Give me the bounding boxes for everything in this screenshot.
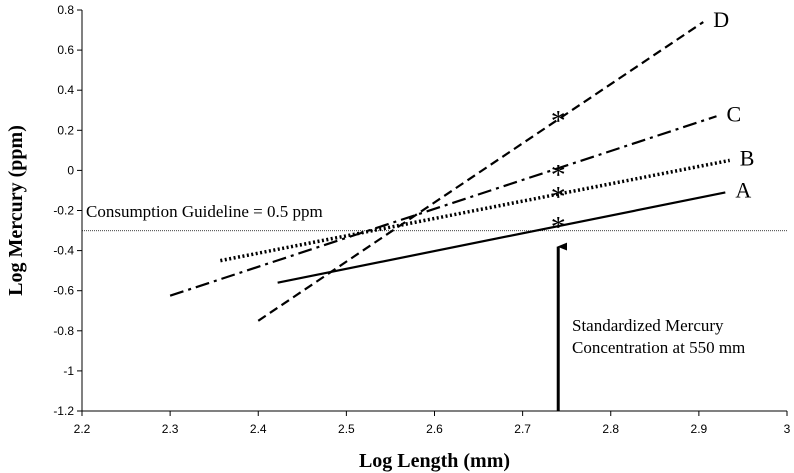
standardized-marker: * bbox=[551, 180, 566, 213]
y-tick-label: 0.8 bbox=[57, 3, 74, 17]
consumption-guideline-label: Consumption Guideline = 0.5 ppm bbox=[86, 202, 323, 221]
x-tick-label: 2.4 bbox=[250, 422, 267, 436]
arrow-annotation-line: Standardized Mercury bbox=[572, 316, 724, 335]
y-tick-label: 0.2 bbox=[57, 123, 74, 137]
standardized-marker: * bbox=[551, 104, 566, 137]
x-tick-label: 2.7 bbox=[514, 422, 531, 436]
series-label-a: A bbox=[735, 177, 751, 202]
y-tick-label: -0.6 bbox=[53, 284, 74, 298]
standardized-marker: * bbox=[551, 158, 566, 191]
y-tick-label: 0 bbox=[67, 163, 74, 177]
x-tick-label: 3 bbox=[784, 422, 791, 436]
x-tick-label: 2.9 bbox=[691, 422, 708, 436]
y-tick-label: -0.4 bbox=[53, 244, 74, 258]
series-line-d bbox=[257, 21, 704, 322]
x-tick-label: 2.2 bbox=[74, 422, 91, 436]
y-tick-label: -1 bbox=[63, 364, 74, 378]
y-tick-label: 0.4 bbox=[57, 83, 74, 97]
y-tick-label: 0.6 bbox=[57, 43, 74, 57]
series-label-b: B bbox=[740, 145, 755, 170]
series-line-c bbox=[169, 115, 717, 297]
series-line-b bbox=[220, 158, 731, 263]
series-line-a bbox=[277, 191, 726, 284]
y-tick-label: -0.2 bbox=[53, 204, 74, 218]
x-tick-label: 2.5 bbox=[338, 422, 355, 436]
standardized-marker: * bbox=[551, 211, 566, 244]
x-tick-label: 2.8 bbox=[602, 422, 619, 436]
y-tick-label: -1.2 bbox=[53, 404, 74, 418]
y-tick-label: -0.8 bbox=[53, 324, 74, 338]
x-axis-title: Log Length (mm) bbox=[359, 450, 510, 472]
y-axis-title: Log Mercury (ppm) bbox=[5, 125, 27, 296]
x-tick-label: 2.6 bbox=[426, 422, 443, 436]
series-label-d: D bbox=[713, 7, 729, 32]
x-tick-label: 2.3 bbox=[162, 422, 179, 436]
series-label-c: C bbox=[727, 101, 742, 126]
arrow-annotation-line: Concentration at 550 mm bbox=[572, 338, 745, 357]
